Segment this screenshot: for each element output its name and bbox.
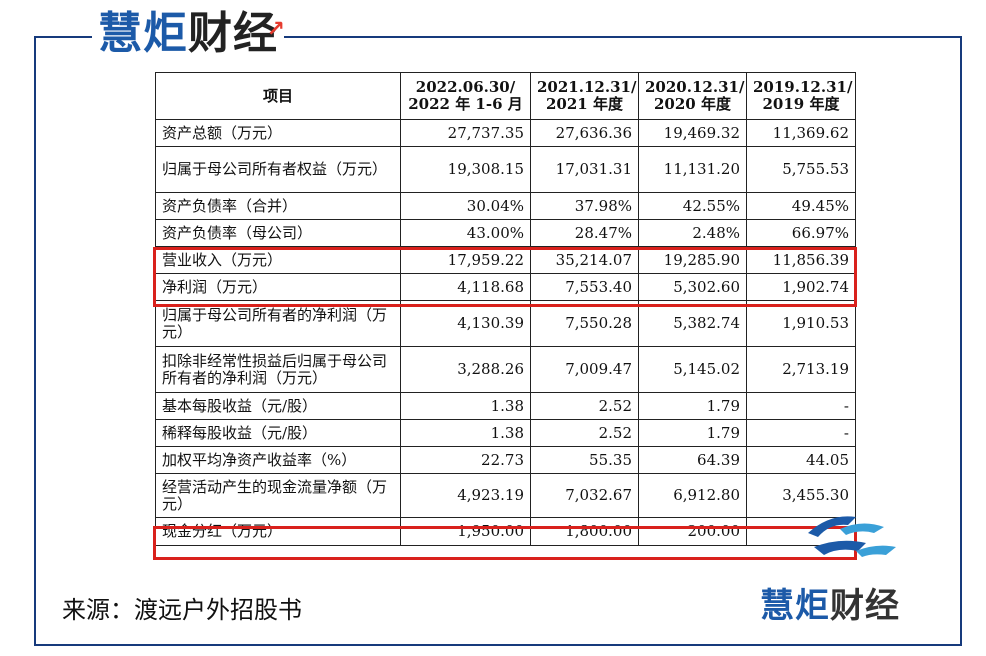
row-label: 扣除非经常性损益后归属于母公司所有者的净利润（万元） — [155, 346, 401, 393]
brand-logo-bottom: 慧炬财经 — [760, 586, 900, 626]
table-row: 归属于母公司所有者权益（万元） 19,308.15 17,031.31 11,131.… — [155, 146, 856, 193]
table-header-row: 项目 2022.06.30/2022 年 1-6 月 2021.12.31/20… — [155, 72, 856, 120]
row-value: 64.39 — [638, 446, 747, 474]
row-value: 1.79 — [638, 392, 747, 420]
header-item: 项目 — [155, 72, 401, 120]
table-row: 资产负债率（母公司） 43.00% 28.47% 2.48% 66.97% — [155, 219, 856, 247]
row-value: 42.55% — [638, 192, 747, 220]
brand-logo-part2-text: 财经 — [188, 8, 278, 59]
row-label: 基本每股收益（元/股） — [155, 392, 401, 420]
row-value: 5,755.53 — [746, 146, 856, 193]
row-value: 1,910.53 — [746, 300, 856, 347]
row-value: 5,302.60 — [638, 273, 747, 301]
row-label: 资产负债率（合并） — [155, 192, 401, 220]
row-value: 11,369.62 — [746, 119, 856, 147]
row-value: 7,009.47 — [530, 346, 639, 393]
row-value: 3,288.26 — [400, 346, 531, 393]
header-col-date: 2019.12.31/ — [753, 78, 853, 96]
row-value: - — [746, 392, 856, 420]
header-col: 2022.06.30/2022 年 1-6 月 — [400, 72, 531, 120]
table-row: 营业收入（万元） 17,959.22 35,214.07 19,285.90 11,85… — [155, 246, 856, 274]
row-value: 22.73 — [400, 446, 531, 474]
table-row: 资产总额（万元） 27,737.35 27,636.36 19,469.32 11,36… — [155, 119, 856, 147]
row-value: 2.52 — [530, 392, 639, 420]
row-value: 37.98% — [530, 192, 639, 220]
header-col-period: 2019 年度 — [762, 95, 840, 113]
row-label: 加权平均净资产收益率（%） — [155, 446, 401, 474]
brand-logo-top: 慧炬 财经 ↗ — [92, 6, 285, 62]
row-value: 4,130.39 — [400, 300, 531, 347]
row-value: 43.00% — [400, 219, 531, 247]
row-label: 归属于母公司所有者权益（万元） — [155, 146, 401, 193]
brand-logo-bottom-part1: 慧炬 — [760, 586, 830, 626]
row-value: 3,455.30 — [746, 473, 856, 518]
source-caption: 来源：渡远户外招股书 — [62, 596, 302, 624]
highlight-box-revenue-profit — [153, 247, 857, 307]
row-label: 稀释每股收益（元/股） — [155, 419, 401, 447]
brand-emblem-icon — [808, 516, 896, 557]
row-label: 资产总额（万元） — [155, 119, 401, 147]
header-col: 2020.12.31/2020 年度 — [638, 72, 747, 120]
row-value: 5,145.02 — [638, 346, 747, 393]
row-label: 净利润（万元） — [155, 273, 401, 301]
row-value: 7,553.40 — [530, 273, 639, 301]
highlight-box-dividend — [153, 526, 857, 560]
row-value: 7,032.67 — [530, 473, 639, 518]
row-label: 资产负债率（母公司） — [155, 219, 401, 247]
row-value: 11,131.20 — [638, 146, 747, 193]
table-row: 稀释每股收益（元/股） 1.38 2.52 1.79- — [155, 419, 856, 447]
row-value: 49.45% — [746, 192, 856, 220]
row-value: 30.04% — [400, 192, 531, 220]
table-row: 基本每股收益（元/股） 1.38 2.52 1.79- — [155, 392, 856, 420]
brand-logo-bottom-part2: 财经 — [830, 586, 900, 626]
row-label: 归属于母公司所有者的净利润（万元） — [155, 300, 401, 347]
table-row: 归属于母公司所有者的净利润（万元） 4,130.39 7,550.28 5,382.7… — [155, 300, 856, 347]
row-value: 1.38 — [400, 419, 531, 447]
header-col-date: 2021.12.31/ — [537, 78, 637, 96]
row-value: 4,923.19 — [400, 473, 531, 518]
table-row: 扣除非经常性损益后归属于母公司所有者的净利润（万元） 3,288.26 7,009.… — [155, 346, 856, 393]
row-value: 19,308.15 — [400, 146, 531, 193]
row-value: 2.48% — [638, 219, 747, 247]
header-col: 2021.12.31/2021 年度 — [530, 72, 639, 120]
table-row: 经营活动产生的现金流量净额（万元） 4,923.19 7,032.67 6,912.8… — [155, 473, 856, 518]
header-col: 2019.12.31/2019 年度 — [746, 72, 856, 120]
header-col-date: 2020.12.31/ — [645, 78, 745, 96]
table-row: 净利润（万元） 4,118.68 7,553.40 5,302.60 1,902.74 — [155, 273, 856, 301]
row-value: 55.35 — [530, 446, 639, 474]
row-value: 2,713.19 — [746, 346, 856, 393]
row-value: 1.38 — [400, 392, 531, 420]
row-value: 19,469.32 — [638, 119, 747, 147]
row-value: 44.05 — [746, 446, 856, 474]
row-value: 17,959.22 — [400, 246, 531, 274]
header-col-period: 2022 年 1-6 月 — [408, 95, 523, 113]
row-value: 66.97% — [746, 219, 856, 247]
financial-table: 项目 2022.06.30/2022 年 1-6 月 2021.12.31/20… — [155, 72, 856, 546]
row-value: 27,737.35 — [400, 119, 531, 147]
row-value: 6,912.80 — [638, 473, 747, 518]
brand-logo-part2: 财经 ↗ — [188, 6, 285, 62]
row-value: 7,550.28 — [530, 300, 639, 347]
table-row: 加权平均净资产收益率（%） 22.73 55.35 64.39 44.05 — [155, 446, 856, 474]
header-col-date: 2022.06.30/ — [415, 78, 516, 96]
trend-arrow-icon: ↗ — [266, 17, 286, 42]
header-col-period: 2020 年度 — [654, 95, 731, 113]
row-label: 经营活动产生的现金流量净额（万元） — [155, 473, 401, 518]
row-value: 17,031.31 — [530, 146, 639, 193]
brand-logo-part1: 慧炬 — [98, 8, 188, 59]
row-value: 1.79 — [638, 419, 747, 447]
row-value: - — [746, 419, 856, 447]
row-value: 2.52 — [530, 419, 639, 447]
row-value: 28.47% — [530, 219, 639, 247]
header-col-period: 2021 年度 — [546, 95, 623, 113]
figure-frame — [34, 36, 962, 646]
row-value: 27,636.36 — [530, 119, 639, 147]
table-row: 资产负债率（合并） 30.04% 37.98% 42.55% 49.45% — [155, 192, 856, 220]
row-value: 5,382.74 — [638, 300, 747, 347]
